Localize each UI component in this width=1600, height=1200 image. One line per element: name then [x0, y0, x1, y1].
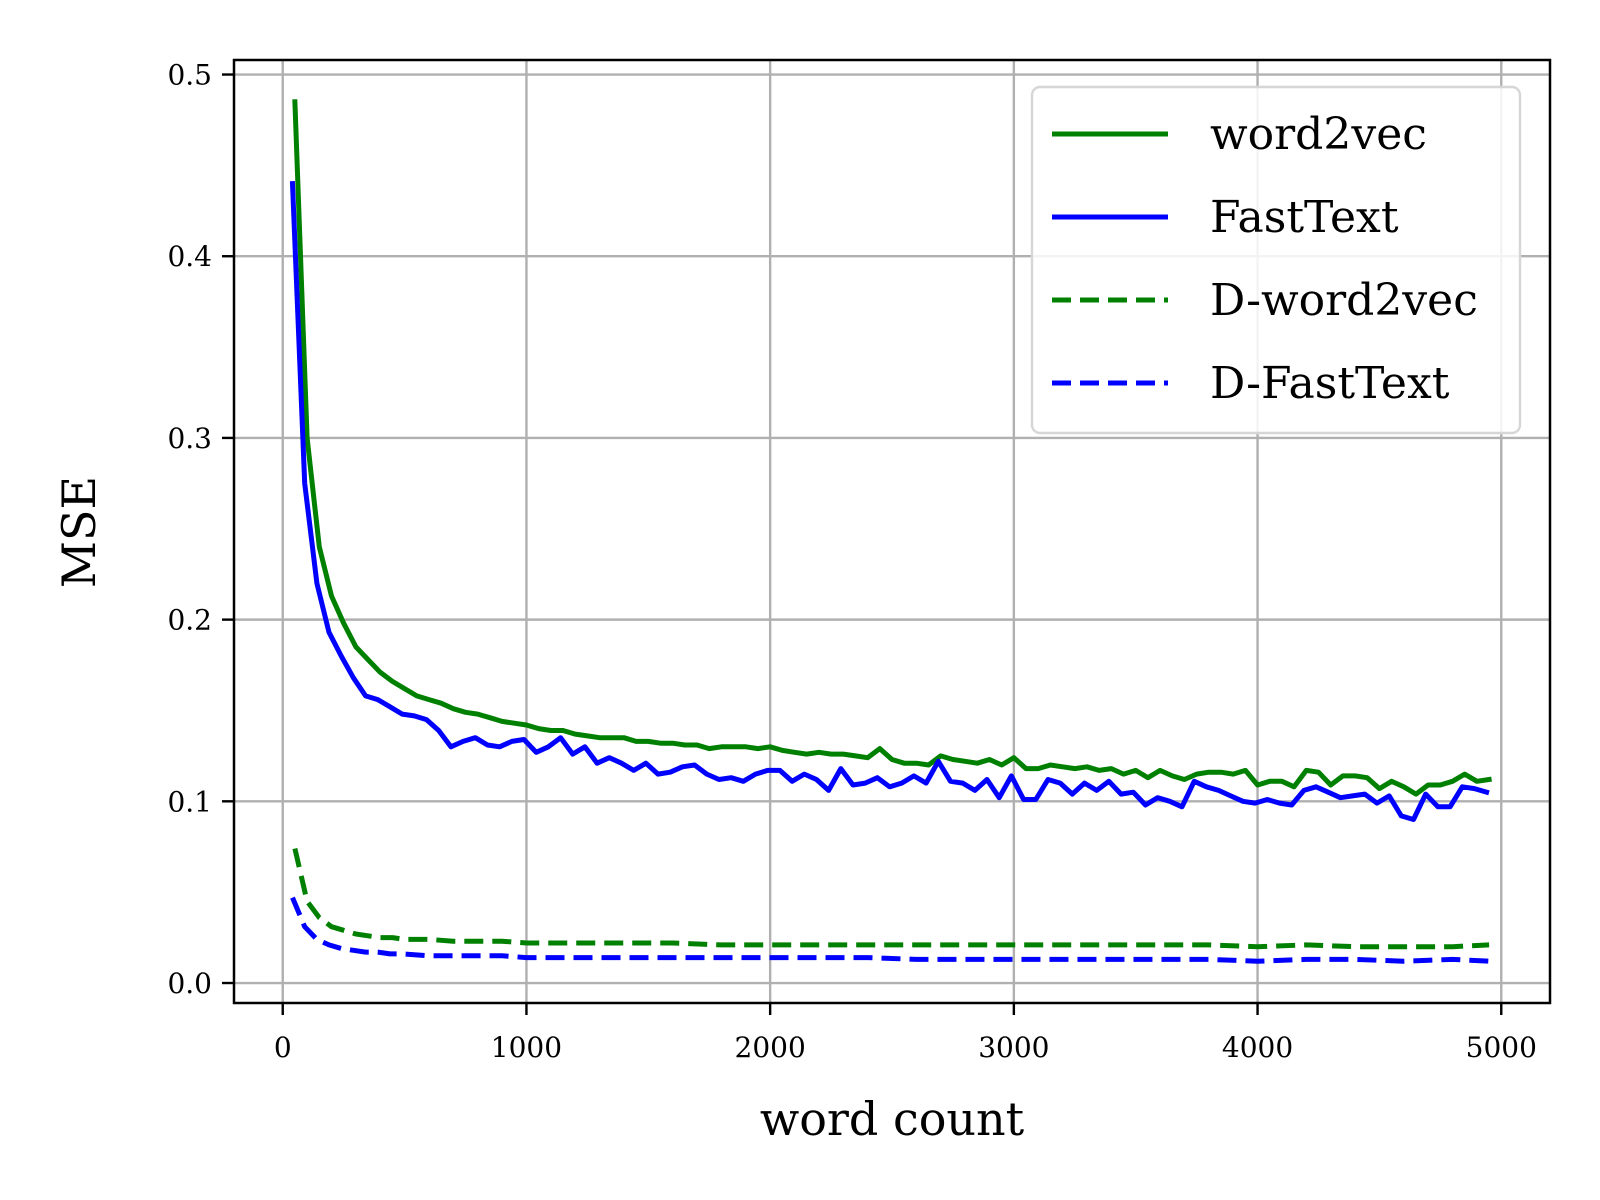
y-tick-label: 0.2 — [167, 604, 212, 637]
x-tick-label: 3000 — [978, 1031, 1049, 1064]
x-tick-label: 1000 — [491, 1031, 562, 1064]
x-tick-label: 0 — [274, 1031, 292, 1064]
legend-label: word2vec — [1210, 109, 1427, 160]
legend-box — [1030, 85, 1522, 435]
y-tick-label: 0.3 — [167, 422, 212, 455]
plot-frame — [232, 58, 1552, 1005]
y-axis-label: MSE — [52, 476, 106, 588]
legend: word2vec FastText D-word2vec D-FastText — [1030, 85, 1522, 435]
series-lines — [289, 99, 1492, 964]
x-tick-label: 2000 — [735, 1031, 806, 1064]
x-axis-label: word count — [760, 1092, 1025, 1146]
series-line-d-word2vec — [292, 848, 1490, 950]
y-tick-label: 0.1 — [167, 785, 212, 818]
legend-label: FastText — [1210, 192, 1399, 243]
legend-label: D-word2vec — [1210, 275, 1478, 326]
y-tick-label: 0.0 — [167, 967, 212, 1000]
x-tick-label: 4000 — [1222, 1031, 1293, 1064]
axis-ticks: 0 1000 2000 3000 4000 5000 0.0 0.1 0.2 0.3 0.4 0.5 — [167, 59, 1536, 1064]
legend-label: D-FastText — [1210, 358, 1450, 409]
x-tick-label: 5000 — [1466, 1031, 1537, 1064]
y-tick-label: 0.5 — [167, 59, 212, 92]
series-line-word2vec — [292, 99, 1492, 797]
series-line-fasttext — [289, 181, 1490, 822]
y-tick-label: 0.4 — [167, 240, 212, 273]
series-line-d-fasttext — [290, 896, 1490, 964]
